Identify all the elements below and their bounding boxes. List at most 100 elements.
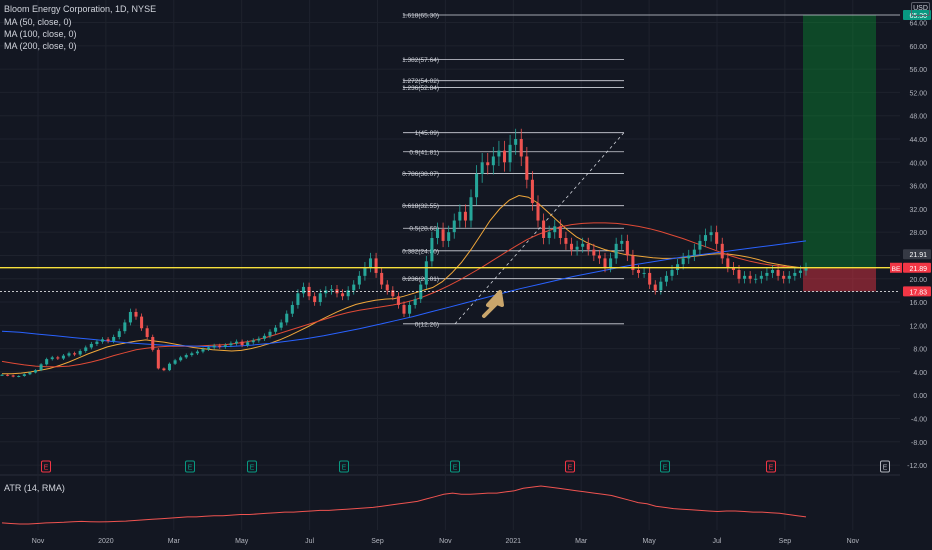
ma-200-legend[interactable]: MA (200, close, 0) [4, 41, 77, 51]
price-tick-label: 36.00 [909, 184, 927, 191]
candle-body [681, 258, 685, 265]
time-tick-label: 2020 [98, 538, 114, 545]
earnings-marker [247, 460, 257, 473]
time-tick-label: May [642, 538, 656, 545]
candle-body [89, 343, 93, 348]
candle-body [447, 232, 451, 241]
fib-level-label: 1.236(52.84) [402, 85, 439, 92]
candle-body [530, 179, 534, 204]
ma-50-legend[interactable]: MA (50, close, 0) [4, 17, 72, 27]
candle-body [156, 349, 160, 369]
candle-body [720, 243, 724, 259]
position-tool[interactable] [803, 14, 876, 292]
candle-body [636, 270, 641, 273]
candle-body [687, 255, 691, 259]
candle-body [140, 316, 144, 329]
candle-body [391, 290, 395, 297]
price-tick-label: 4.00 [913, 370, 927, 377]
candle-body [0, 374, 4, 376]
candle-body [743, 275, 747, 279]
candle-body [352, 284, 356, 291]
candle-body [257, 338, 261, 341]
price-tick-label: 52.00 [909, 90, 927, 97]
candle-body [117, 331, 121, 337]
candle-body [469, 197, 473, 221]
candle-body [592, 249, 596, 256]
candle-body [184, 355, 188, 358]
candle-body [737, 270, 741, 279]
target-price-label-bg [903, 9, 931, 20]
candle-body [698, 240, 702, 250]
ma-100-legend[interactable]: MA (100, close, 0) [4, 29, 77, 39]
candle-body [22, 374, 26, 376]
candle-body [458, 211, 462, 221]
atr-legend[interactable]: ATR (14, RMA) [4, 483, 65, 493]
stop-price-label: 17.83 [909, 289, 927, 296]
time-axis[interactable]: Nov 2020 Mar May Jul Sep Nov 2021 Mar May Jul Sep No… [32, 538, 860, 545]
candle-body [413, 299, 417, 305]
candle-body [575, 246, 579, 250]
candle-body [385, 284, 389, 291]
price-tick-label: 12.00 [909, 323, 927, 330]
candle-body [475, 173, 479, 198]
price-tick-label: -4.00 [911, 417, 927, 424]
candle-body [329, 289, 333, 291]
candle-body [201, 349, 205, 352]
candle-body [162, 368, 166, 371]
candle-body [11, 375, 15, 377]
candle-body [631, 255, 635, 271]
candle-body [486, 162, 490, 166]
earnings-marker [660, 460, 670, 473]
candle-body [536, 203, 540, 221]
candle-body [547, 232, 551, 238]
candle-body [229, 343, 233, 346]
currency-badge[interactable]: USD [911, 2, 930, 16]
candle-body [274, 327, 278, 332]
candle-body [279, 322, 283, 328]
candle-body [765, 272, 769, 276]
candle-body [195, 351, 199, 354]
candle-body [95, 341, 99, 344]
candle-body [134, 311, 138, 317]
price-tick-label: -8.00 [911, 440, 927, 447]
candle-body [692, 249, 696, 256]
candle-body [620, 240, 624, 244]
ma-line-2 [1, 240, 807, 348]
fib-level-label: 0.618(32.55) [402, 203, 439, 210]
candle-body [625, 240, 629, 256]
candle-body [357, 275, 361, 285]
price-tick-label: 8.00 [913, 347, 927, 354]
candle-body [45, 359, 49, 365]
candle-body [173, 360, 177, 364]
fibonacci-retracement[interactable]: 1.618(65.30) 1.382(57.64) 1.272(54.02)1.23… [402, 12, 903, 328]
candle-body [207, 347, 211, 350]
candle-body [218, 345, 222, 347]
candle-body [408, 304, 412, 314]
candle-body [151, 336, 155, 350]
earnings-marker [880, 460, 890, 473]
candle-body [268, 331, 272, 336]
candle-body [190, 353, 194, 356]
candle-body [324, 290, 328, 294]
symbol-badge: BE [892, 266, 901, 273]
current-price-label-bg [903, 262, 931, 273]
time-tick-label: Jul [713, 538, 722, 545]
earnings-marker [41, 460, 51, 473]
earnings-marker-label: E [188, 465, 193, 472]
candle-body [614, 243, 618, 259]
atr-line [1, 485, 807, 525]
candle-body [435, 229, 440, 238]
candle-body [56, 357, 60, 359]
candle-body [508, 144, 512, 163]
candle-body [368, 258, 373, 268]
candle-body [558, 226, 562, 238]
loss-zone [803, 267, 876, 292]
candle-body [145, 328, 149, 337]
candle-body [664, 275, 668, 282]
price-axis[interactable]: 64.00 60.00 56.00 52.00 48.00 44.00 40.00 36.00… [890, 0, 932, 550]
candle-body [731, 267, 735, 271]
candle-body [564, 238, 568, 244]
price-tick-label: 40.00 [909, 160, 927, 167]
